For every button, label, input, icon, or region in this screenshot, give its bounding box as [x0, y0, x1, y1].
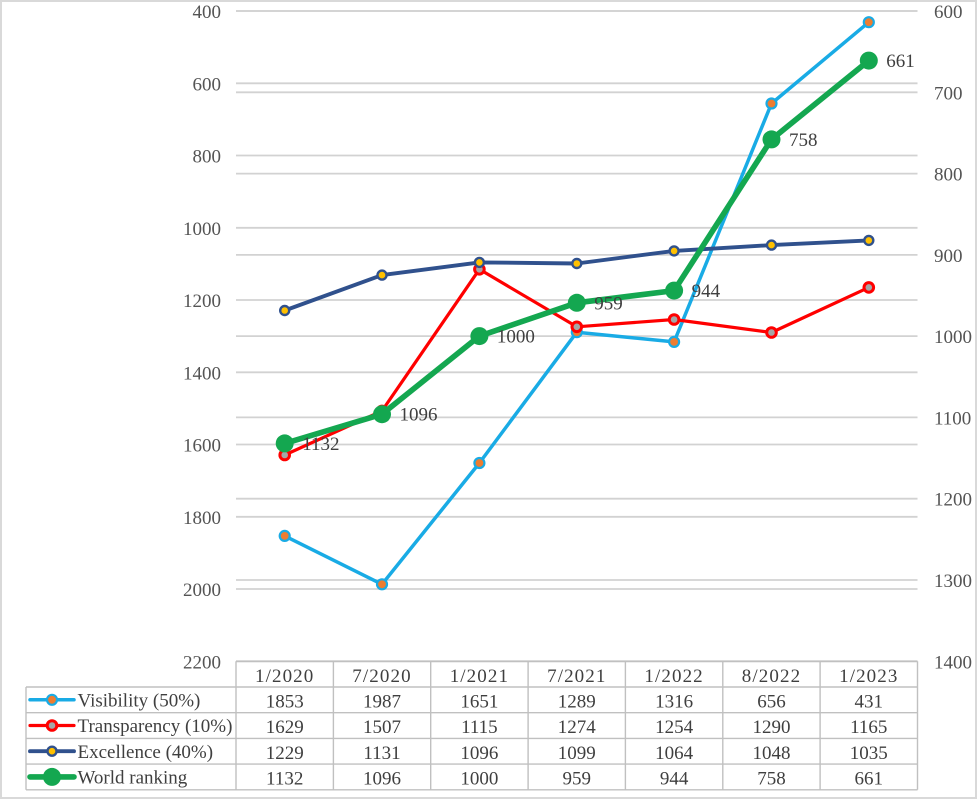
svg-text:Visibility (50%): Visibility (50%)	[78, 690, 201, 711]
svg-text:1000: 1000	[497, 327, 535, 348]
svg-text:1096: 1096	[460, 743, 498, 764]
svg-text:1132: 1132	[302, 434, 339, 455]
svg-text:1987: 1987	[363, 692, 401, 713]
svg-text:1200: 1200	[934, 490, 972, 511]
svg-text:661: 661	[855, 769, 884, 790]
svg-text:Excellence (40%): Excellence (40%)	[78, 742, 214, 763]
svg-text:1099: 1099	[558, 743, 596, 764]
svg-text:7/2020: 7/2020	[352, 666, 411, 687]
svg-text:1/2022: 1/2022	[644, 666, 703, 687]
svg-text:1274: 1274	[558, 717, 597, 738]
svg-text:1048: 1048	[753, 743, 791, 764]
svg-text:1/2023: 1/2023	[839, 666, 898, 687]
svg-text:1300: 1300	[934, 571, 972, 592]
svg-text:1035: 1035	[850, 743, 888, 764]
svg-text:758: 758	[789, 130, 818, 151]
svg-text:800: 800	[934, 165, 963, 186]
svg-text:700: 700	[934, 83, 963, 104]
svg-text:1507: 1507	[363, 717, 401, 738]
svg-text:1131: 1131	[363, 743, 400, 764]
svg-text:8/2022: 8/2022	[742, 666, 801, 687]
svg-text:1064: 1064	[655, 743, 694, 764]
svg-text:1229: 1229	[266, 743, 304, 764]
svg-text:1165: 1165	[850, 717, 887, 738]
svg-text:656: 656	[757, 692, 786, 713]
svg-text:1132: 1132	[266, 769, 303, 790]
svg-text:7/2021: 7/2021	[547, 666, 606, 687]
svg-text:959: 959	[563, 769, 592, 790]
svg-text:1853: 1853	[266, 692, 304, 713]
svg-text:1/2021: 1/2021	[450, 666, 509, 687]
svg-text:1096: 1096	[400, 405, 438, 426]
svg-text:1000: 1000	[183, 219, 221, 240]
svg-text:661: 661	[886, 51, 915, 72]
svg-text:1290: 1290	[753, 717, 791, 738]
svg-text:800: 800	[193, 147, 222, 168]
svg-text:1000: 1000	[934, 327, 972, 348]
svg-text:431: 431	[855, 692, 884, 713]
svg-text:600: 600	[193, 74, 222, 95]
svg-text:1400: 1400	[934, 652, 972, 673]
svg-text:600: 600	[934, 2, 963, 23]
svg-text:944: 944	[660, 769, 689, 790]
svg-text:1/2020: 1/2020	[255, 666, 314, 687]
svg-text:1400: 1400	[183, 363, 221, 384]
svg-text:World ranking: World ranking	[78, 767, 188, 788]
svg-text:2000: 2000	[183, 580, 221, 601]
svg-text:900: 900	[934, 246, 963, 267]
svg-text:1629: 1629	[266, 717, 304, 738]
svg-text:1600: 1600	[183, 436, 221, 457]
svg-text:Transparency (10%): Transparency (10%)	[78, 716, 233, 737]
svg-text:1316: 1316	[655, 692, 693, 713]
svg-text:959: 959	[594, 293, 623, 314]
svg-text:1289: 1289	[558, 692, 596, 713]
svg-text:1100: 1100	[934, 408, 971, 429]
svg-text:1000: 1000	[460, 769, 498, 790]
svg-text:944: 944	[692, 281, 721, 302]
svg-text:400: 400	[193, 2, 222, 23]
svg-text:758: 758	[757, 769, 786, 790]
svg-text:1115: 1115	[461, 717, 498, 738]
svg-text:1200: 1200	[183, 291, 221, 312]
svg-text:1096: 1096	[363, 769, 401, 790]
svg-text:1651: 1651	[460, 692, 498, 713]
svg-text:1800: 1800	[183, 508, 221, 529]
svg-text:1254: 1254	[655, 717, 694, 738]
svg-text:2200: 2200	[183, 652, 221, 673]
